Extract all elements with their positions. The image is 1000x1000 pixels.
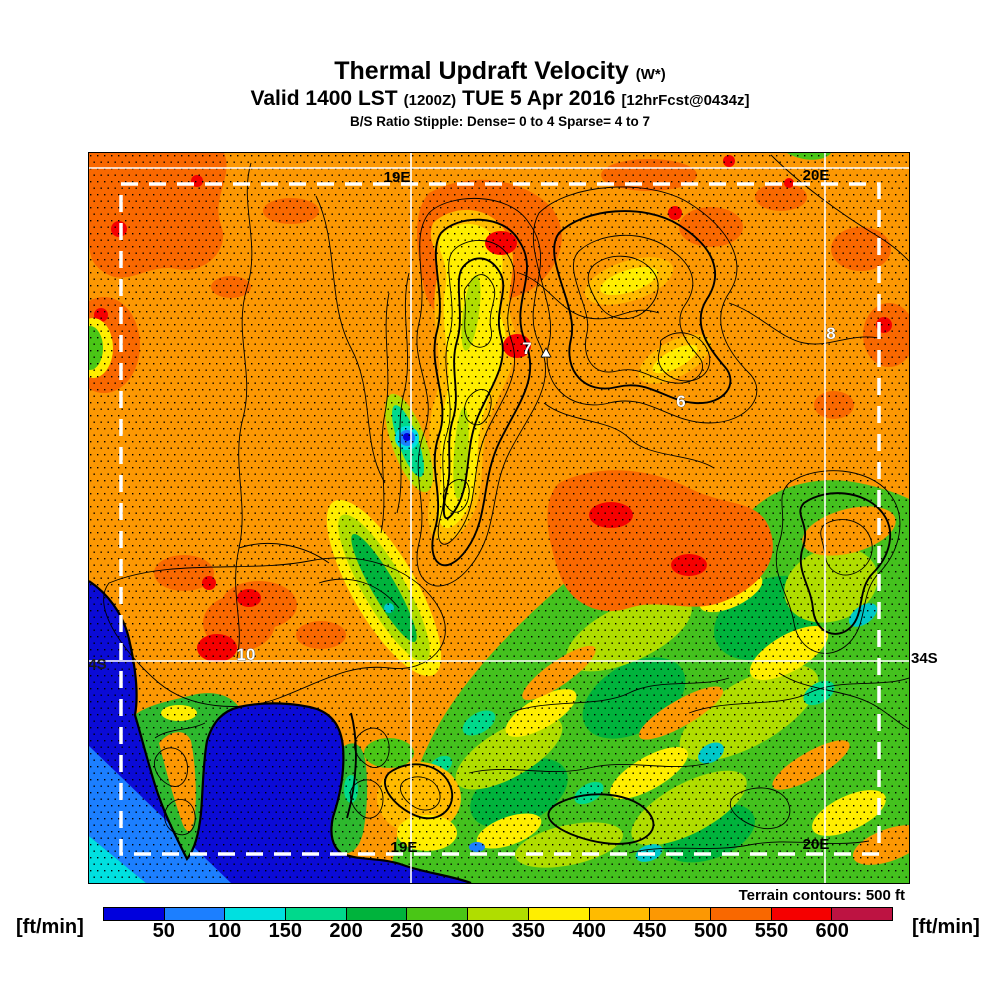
colorbar-segment bbox=[468, 908, 529, 920]
lon-label-19e-bottom: 19E bbox=[391, 839, 418, 856]
site-label-6: 6 bbox=[676, 392, 685, 411]
grid-labels: 19E 20E 19E 20E 34S bbox=[89, 167, 829, 856]
colorbar-tick-label: 50 bbox=[152, 920, 175, 942]
lon-label-20e-top: 20E bbox=[803, 167, 830, 184]
colorbar-tick-label: 300 bbox=[450, 920, 485, 942]
colorbar-tick-label: 550 bbox=[754, 920, 789, 942]
colorbar-segment bbox=[225, 908, 287, 920]
colorbar-segment bbox=[710, 908, 772, 920]
colorbar-segment bbox=[346, 908, 408, 920]
colorbar-tick-label: 200 bbox=[329, 920, 363, 942]
site-marker-triangle bbox=[540, 347, 552, 358]
lon-label-19e-top: 19E bbox=[384, 169, 411, 186]
site-label-10: 10 bbox=[237, 645, 256, 664]
colorbar-segment bbox=[832, 908, 892, 920]
stipple-note: B/S Ratio Stipple: Dense= 0 to 4 Sparse=… bbox=[349, 113, 651, 129]
colorbar-tick-label: 150 bbox=[268, 920, 302, 942]
colorbar-segment bbox=[286, 908, 347, 920]
nest-boundary-box bbox=[119, 182, 881, 856]
title-suffix: (W*) bbox=[635, 66, 666, 83]
header: Thermal Updraft Velocity (W*) Valid 1400… bbox=[0, 57, 1000, 129]
units-label-left: [ft/min] bbox=[16, 916, 84, 938]
valid-prefix: Valid 1400 LST bbox=[250, 86, 398, 110]
lat-label-34s-right: 34S bbox=[911, 650, 938, 667]
colorbar-tick-label: 250 bbox=[390, 920, 424, 942]
valid-zulu: (1200Z) bbox=[403, 91, 457, 109]
colorbar-tick-label: 500 bbox=[694, 920, 728, 942]
colorbar-segment bbox=[589, 908, 651, 920]
title-main: Thermal Updraft Velocity bbox=[334, 57, 629, 85]
colorbar-segment bbox=[407, 908, 469, 920]
valid-fcst: [12hrFcst@0434z] bbox=[621, 91, 750, 109]
colorbar-tick-label: 450 bbox=[633, 920, 667, 942]
thermal-map-svg: 19E 20E 19E 20E 34S 10 8 7 6 bbox=[89, 153, 909, 883]
colorbar-segment bbox=[771, 908, 833, 920]
site-label-8: 8 bbox=[826, 324, 835, 343]
valid-date: TUE 5 Apr 2016 bbox=[462, 86, 616, 110]
colorbar-segment bbox=[104, 908, 165, 920]
site-label-7: 7 bbox=[522, 339, 531, 358]
colorbar-segments bbox=[103, 907, 893, 921]
page-title: Thermal Updraft Velocity (W*) bbox=[0, 57, 1000, 86]
lat-label-34s-left: 34S bbox=[89, 656, 107, 673]
site-labels: 10 8 7 6 bbox=[236, 324, 836, 665]
colorbar-tick-label: 100 bbox=[207, 920, 242, 942]
map-canvas: 19E 20E 19E 20E 34S 10 8 7 6 bbox=[88, 152, 910, 884]
lon-label-20e-bottom: 20E bbox=[803, 836, 830, 853]
graticule-lines bbox=[89, 153, 909, 883]
bs-stipple-overlay bbox=[89, 153, 909, 883]
valid-line: Valid 1400 LST (1200Z) TUE 5 Apr 2016 [12hr… bbox=[0, 87, 1000, 111]
terrain-contours-note: Terrain contours: 500 ft bbox=[738, 887, 905, 904]
colorbar-tick-label: 400 bbox=[572, 920, 606, 942]
colorbar-segment bbox=[650, 908, 711, 920]
colorbar-tick-label: 350 bbox=[511, 920, 546, 942]
colorbar-tick-label: 600 bbox=[815, 920, 849, 942]
colorbar-segment bbox=[164, 908, 226, 920]
colorbar-ticks: 50 100 150 200 250 300 350 400 450 500 550 600 bbox=[103, 920, 893, 944]
units-label-right: [ft/min] bbox=[912, 916, 980, 938]
colorbar-segment bbox=[528, 908, 590, 920]
